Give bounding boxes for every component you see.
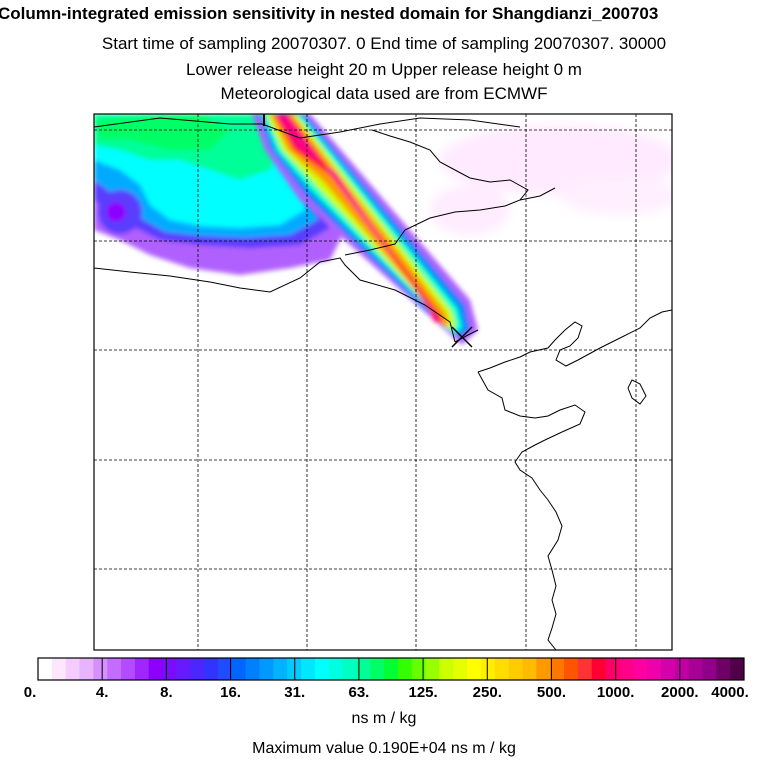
colorbar-swatch: [148, 658, 163, 680]
colorbar-tick-label: 0.: [23, 684, 37, 701]
receptor-marker: [451, 326, 473, 348]
colorbar-swatch: [162, 658, 177, 680]
coastlines: [94, 117, 672, 650]
colorbar-swatch: [65, 658, 80, 680]
colorbar-swatch: [79, 658, 94, 680]
colorbar-tick-label: 250.: [472, 684, 502, 701]
colorbar-swatch: [730, 658, 745, 680]
colorbar-swatch: [273, 658, 288, 680]
colorbar-tick-label: 63.: [348, 684, 370, 701]
colorbar-border: [37, 657, 745, 681]
colorbar-swatch: [439, 658, 454, 680]
map-frame: [93, 113, 673, 651]
colorbar-tick-label: 500.: [536, 684, 567, 701]
colorbar-swatch: [522, 658, 537, 680]
colorbar-tick-label: 4.: [95, 684, 109, 701]
colorbar-swatch: [591, 658, 606, 680]
colorbar-swatch: [536, 658, 551, 680]
colorbar-swatch: [314, 658, 330, 680]
colorbar-swatch: [107, 658, 122, 680]
colorbar-tick-label: 8.: [160, 684, 173, 701]
colorbar-swatch: [619, 658, 634, 680]
colorbar-tick-label: 2000.: [661, 684, 699, 701]
colorbar-swatch: [411, 658, 426, 680]
sampling-time-line: Start time of sampling 20070307. 0 End t…: [101, 34, 667, 53]
colorbar-swatch: [38, 658, 53, 680]
colorbar-swatch: [231, 658, 247, 680]
colorbar-swatch: [633, 658, 648, 680]
colorbar-tick-label: 31.: [284, 684, 306, 701]
colorbar-swatch: [494, 658, 510, 680]
colorbar-swatch: [660, 658, 676, 680]
meteo-data-line: Meteorological data used are from ECMWF: [220, 84, 548, 103]
colorbar-swatch: [93, 658, 108, 680]
colorbar-swatch: [453, 658, 468, 680]
western-plume-region: [94, 114, 345, 275]
colorbar-swatch: [467, 658, 482, 680]
colorbar-swatch: [564, 658, 579, 680]
colorbar-tick-label: 4000.: [711, 684, 749, 701]
colorbar-unit: ns m / kg: [351, 710, 417, 727]
colorbar-swatch: [550, 658, 565, 680]
colorbar-swatch: [190, 658, 205, 680]
colorbar-swatch: [384, 658, 399, 680]
colorbar-swatch: [121, 658, 136, 680]
colorbar-swatch: [328, 658, 343, 680]
colorbar-swatch: [577, 658, 593, 680]
faint-pink-region: [430, 125, 672, 235]
colorbar-swatch: [134, 658, 150, 680]
colorbar-swatch: [605, 658, 620, 680]
colorbar-swatch: [301, 658, 316, 680]
colorbar-swatch: [688, 658, 703, 680]
colorbar-swatch: [397, 658, 413, 680]
colorbar-swatch: [204, 658, 219, 680]
colorbar-swatch: [342, 658, 357, 680]
colorbar-swatch: [245, 658, 260, 680]
colorbar-swatch: [356, 658, 371, 680]
colorbar-swatch: [647, 658, 662, 680]
chart-title: Column-integrated emission sensitivity i…: [0, 4, 659, 23]
colorbar-swatch: [370, 658, 385, 680]
colorbar-swatch: [259, 658, 274, 680]
colorbar-tick-label: 1000.: [596, 684, 635, 701]
release-height-line: Lower release height 20 m Upper release …: [186, 60, 582, 79]
colorbar-swatch: [480, 658, 496, 680]
colorbar-swatch: [716, 658, 731, 680]
colorbar-swatch: [217, 658, 233, 680]
grid: [94, 114, 672, 650]
colorbar-swatch: [702, 658, 717, 680]
colorbar-swatch: [508, 658, 523, 680]
colorbar-tick-label: 125.: [408, 684, 438, 701]
colorbar-swatch: [176, 658, 191, 680]
colorbar-swatch: [425, 658, 440, 680]
sensitivity-field: [94, 114, 672, 345]
maximum-value-text: Maximum value 0.190E+04 ns m / kg: [252, 740, 516, 757]
colorbar-swatch: [674, 658, 690, 680]
colorbar-tick-label: 16.: [220, 684, 241, 701]
colorbar-swatch: [51, 658, 67, 680]
colorbar: [37, 657, 745, 681]
